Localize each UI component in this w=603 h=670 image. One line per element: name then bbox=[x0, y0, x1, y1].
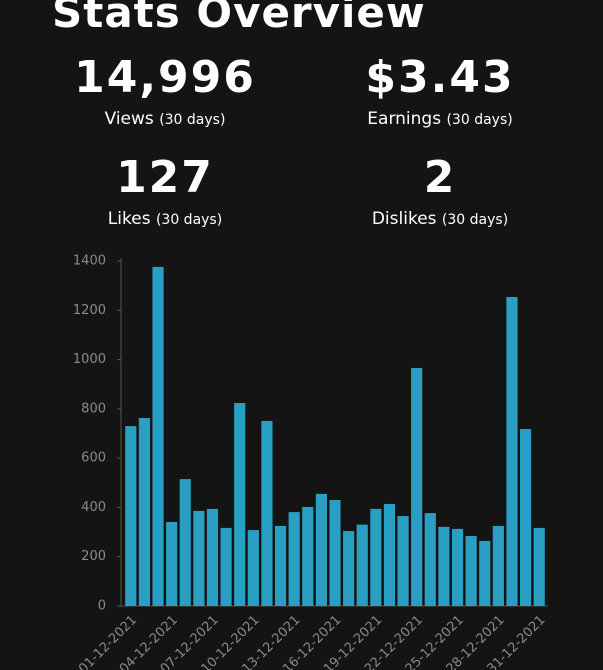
bar bbox=[506, 296, 518, 606]
y-tick-label: 400 bbox=[81, 500, 106, 515]
bar bbox=[261, 420, 273, 606]
stat-value: $3.43 bbox=[365, 52, 515, 103]
y-tick-label: 1200 bbox=[73, 303, 106, 318]
bar bbox=[533, 527, 545, 606]
y-tick-label: 0 bbox=[98, 599, 106, 614]
stat-value: 2 bbox=[423, 152, 457, 203]
stat-value: 14,996 bbox=[74, 52, 256, 103]
stat-period: (30 days) bbox=[446, 112, 513, 128]
bar bbox=[152, 266, 164, 606]
stat-label: Likes (30 days) bbox=[25, 209, 305, 229]
bar bbox=[519, 429, 532, 606]
bar bbox=[234, 402, 246, 606]
stat: 2 Dislikes (30 days) bbox=[300, 152, 580, 229]
bar bbox=[329, 500, 341, 606]
bar bbox=[451, 528, 464, 606]
bar bbox=[356, 524, 368, 606]
stat-label: Dislikes (30 days) bbox=[300, 209, 580, 229]
stat-name: Earnings bbox=[367, 109, 442, 129]
bar bbox=[220, 527, 232, 606]
y-tick-label: 200 bbox=[81, 549, 106, 564]
stat: 127 Likes (30 days) bbox=[25, 152, 305, 229]
stat-name: Views bbox=[104, 109, 154, 129]
y-tick-label: 1000 bbox=[73, 352, 106, 367]
bar bbox=[302, 506, 314, 606]
bar bbox=[411, 367, 423, 606]
stat-name: Dislikes bbox=[371, 209, 437, 229]
stat-value: 127 bbox=[116, 152, 214, 203]
bar bbox=[438, 526, 450, 606]
stat-name: Likes bbox=[107, 209, 151, 229]
bar bbox=[479, 540, 491, 606]
bar bbox=[424, 513, 436, 606]
stat-label: Views (30 days) bbox=[25, 109, 305, 129]
stat-period: (30 days) bbox=[441, 212, 509, 228]
bar bbox=[138, 417, 151, 606]
bar bbox=[343, 531, 355, 606]
bar bbox=[465, 536, 477, 606]
bar bbox=[315, 493, 327, 606]
y-tick-label: 800 bbox=[81, 401, 106, 416]
bar bbox=[397, 516, 409, 606]
y-tick-label: 600 bbox=[81, 451, 106, 466]
stat: $3.43 Earnings (30 days) bbox=[300, 52, 580, 129]
bar bbox=[288, 512, 300, 606]
title: Stats Overview bbox=[52, 0, 426, 37]
bar bbox=[383, 503, 396, 606]
bar bbox=[274, 525, 287, 606]
bar bbox=[166, 521, 178, 606]
stat: 14,996 Views (30 days) bbox=[25, 52, 305, 129]
bar bbox=[247, 530, 259, 606]
bar bbox=[370, 508, 382, 606]
bar bbox=[492, 525, 504, 606]
bar bbox=[125, 426, 137, 606]
stat-label: Earnings (30 days) bbox=[300, 109, 580, 129]
y-tick-label: 1400 bbox=[73, 254, 106, 269]
bar bbox=[206, 508, 219, 606]
bar bbox=[193, 510, 205, 606]
stat-period: (30 days) bbox=[155, 212, 223, 228]
bar bbox=[179, 479, 191, 606]
stat-period: (30 days) bbox=[159, 112, 226, 128]
